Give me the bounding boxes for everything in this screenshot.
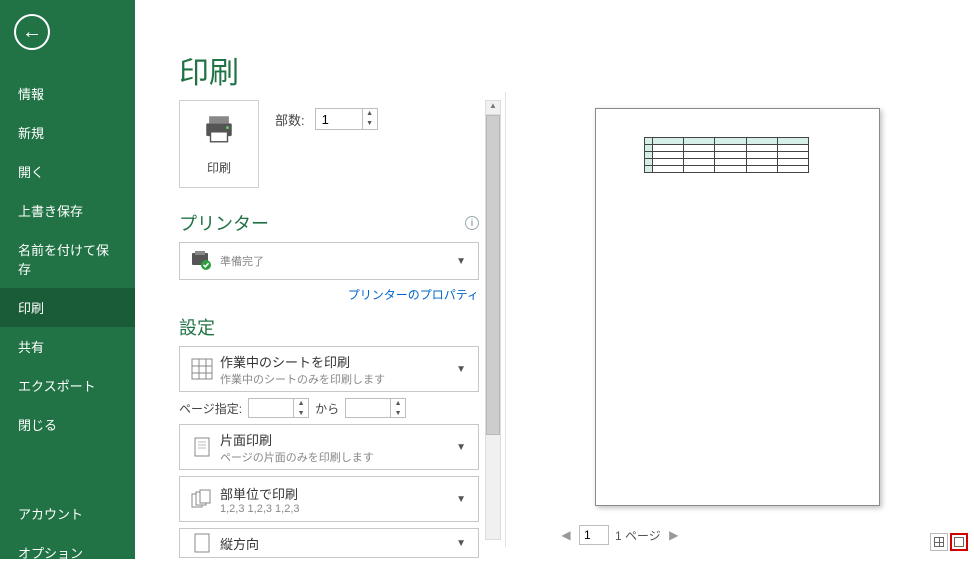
step-down[interactable]: ▼ <box>391 409 405 419</box>
sidebar-item-save[interactable]: 上書き保存 <box>0 191 135 230</box>
current-page-input[interactable] <box>579 525 609 545</box>
orientation-title: 縦方向 <box>220 534 452 553</box>
page-range-to: から <box>315 400 339 417</box>
step-down[interactable]: ▼ <box>294 409 308 419</box>
show-margins-button[interactable] <box>930 533 948 551</box>
backstage-sidebar: ← 情報 新規 開く 上書き保存 名前を付けて保存 印刷 共有 エクスポート 閉… <box>0 0 135 559</box>
copies-row: 部数: ▲ ▼ <box>275 108 378 130</box>
chevron-down-icon: ▼ <box>452 364 470 375</box>
sidebar-item-new[interactable]: 新規 <box>0 113 135 152</box>
sidebar-item-print[interactable]: 印刷 <box>0 288 135 327</box>
printer-dropdown[interactable]: 準備完了 ▼ <box>179 242 479 280</box>
sidebar-item-close[interactable]: 閉じる <box>0 405 135 444</box>
settings-scrollbar[interactable]: ▲ <box>485 100 501 540</box>
copies-label: 部数: <box>275 110 305 129</box>
sidebar-item-options[interactable]: オプション <box>0 533 135 572</box>
sidebar-item-save-as[interactable]: 名前を付けて保存 <box>0 230 135 288</box>
single-side-icon <box>188 436 216 458</box>
print-what-sub: 作業中のシートのみを印刷します <box>220 371 452 387</box>
collate-icon <box>188 488 216 510</box>
chevron-down-icon: ▼ <box>452 494 470 505</box>
zoom-to-page-button[interactable] <box>950 533 968 551</box>
prev-page-button[interactable]: ◀ <box>559 528 573 542</box>
settings-section-title: 設定 <box>179 314 479 340</box>
copies-step-up[interactable]: ▲ <box>363 109 377 119</box>
next-page-button[interactable]: ▶ <box>667 528 681 542</box>
margins-icon <box>934 537 944 547</box>
copies-spinner[interactable]: ▲ ▼ <box>315 108 378 130</box>
page-range-label: ページ指定: <box>179 400 242 417</box>
page-count-label: 1 ページ <box>615 527 661 544</box>
chevron-down-icon: ▼ <box>452 256 470 267</box>
orientation-dropdown[interactable]: 縦方向 ▼ <box>179 528 479 558</box>
sides-dropdown[interactable]: 片面印刷 ページの片面のみを印刷します ▼ <box>179 424 479 470</box>
collate-dropdown[interactable]: 部単位で印刷 1,2,3 1,2,3 1,2,3 ▼ <box>179 476 479 522</box>
page-from-input[interactable]: ▲▼ <box>248 398 309 418</box>
print-button[interactable]: 印刷 <box>179 100 259 188</box>
collate-sub: 1,2,3 1,2,3 1,2,3 <box>220 503 452 515</box>
sheet-icon <box>188 358 216 380</box>
page-to-input[interactable]: ▲▼ <box>345 398 406 418</box>
step-up[interactable]: ▲ <box>391 399 405 409</box>
sidebar-item-account[interactable]: アカウント <box>0 494 135 533</box>
chevron-down-icon: ▼ <box>452 442 470 453</box>
printer-status: 準備完了 <box>220 253 452 269</box>
chevron-down-icon: ▼ <box>452 538 470 549</box>
print-what-title: 作業中のシートを印刷 <box>220 352 452 371</box>
fit-page-icon <box>954 537 964 547</box>
copies-step-down[interactable]: ▼ <box>363 119 377 129</box>
sides-title: 片面印刷 <box>220 430 452 449</box>
print-button-label: 印刷 <box>207 159 231 176</box>
printer-section-title: プリンター <box>179 210 269 236</box>
sides-sub: ページの片面のみを印刷します <box>220 449 452 465</box>
printer-ready-icon <box>188 251 216 271</box>
preview-view-buttons <box>930 533 968 551</box>
page-to-field[interactable] <box>346 399 390 417</box>
page-title: 印刷 <box>179 48 974 92</box>
sidebar-item-export[interactable]: エクスポート <box>0 366 135 405</box>
sidebar-item-info[interactable]: 情報 <box>0 74 135 113</box>
copies-input[interactable] <box>316 109 362 129</box>
page-navigation: ◀ 1 ページ ▶ <box>559 525 681 545</box>
scroll-thumb[interactable] <box>486 115 500 435</box>
sidebar-item-share[interactable]: 共有 <box>0 327 135 366</box>
page-from-field[interactable] <box>249 399 293 417</box>
printer-properties-link[interactable]: プリンターのプロパティ <box>348 288 479 302</box>
vertical-divider <box>505 92 506 547</box>
print-what-dropdown[interactable]: 作業中のシートを印刷 作業中のシートのみを印刷します ▼ <box>179 346 479 392</box>
collate-title: 部単位で印刷 <box>220 484 452 503</box>
preview-table <box>644 137 809 173</box>
printer-icon <box>202 112 236 151</box>
main-content: 印刷 印刷 プリンター i 準備完了 ▼ プリンターのプロパティ 設定 <box>135 0 974 559</box>
print-settings-panel: 印刷 プリンター i 準備完了 ▼ プリンターのプロパティ 設定 作業中のシート… <box>179 100 479 558</box>
step-up[interactable]: ▲ <box>294 399 308 409</box>
back-button[interactable]: ← <box>14 14 50 50</box>
scroll-up[interactable]: ▲ <box>486 101 500 115</box>
info-icon[interactable]: i <box>465 216 479 230</box>
print-preview-page <box>595 108 880 506</box>
arrow-left-icon: ← <box>22 21 42 44</box>
portrait-icon <box>188 533 216 553</box>
sidebar-item-open[interactable]: 開く <box>0 152 135 191</box>
